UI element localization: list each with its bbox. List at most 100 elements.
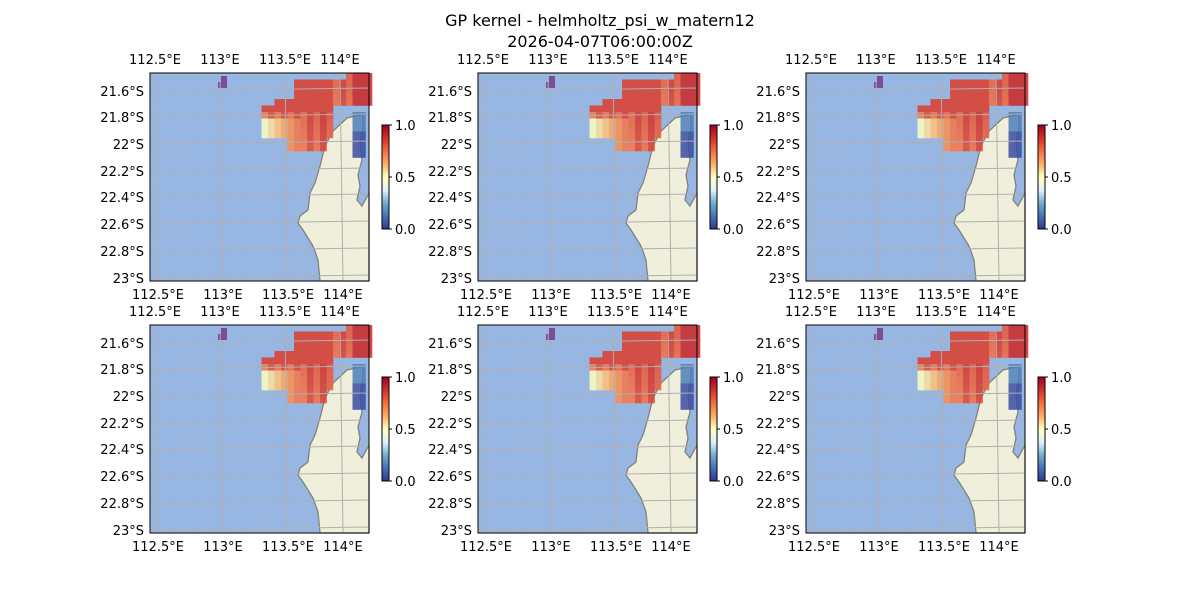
field-cell [268,125,275,132]
field-cell [628,125,636,132]
lon-tick-label-bottom: 112.5°E [132,540,184,555]
field-cell [989,351,996,358]
field-cell [268,118,275,126]
colorbar-tick-label: 0.0 [723,475,744,490]
field-cell [320,92,327,100]
gridline-lat [805,419,1026,424]
lon-tick-label-bottom: 114°E [323,540,363,555]
gridline-lon [810,324,815,534]
gridline-lat [477,113,698,118]
field-cell [268,131,275,139]
field-cell [609,118,616,126]
lon-tick-label-top: 114°E [976,305,1016,320]
field-cell [680,125,688,132]
field-cell [956,99,964,106]
field-cell [359,403,366,410]
field-cell [326,131,334,139]
field-cell [359,396,366,404]
field-cell [596,357,603,365]
field-cell [930,131,938,139]
field-cell [648,79,655,87]
colorbar: 0.0 0.5 1.0 [709,371,744,490]
field-cell [680,118,688,126]
field-cell [648,118,655,126]
field-cell [680,131,688,139]
field-cell [654,99,662,106]
field-cell [359,73,366,80]
field-cell [969,344,977,352]
field-cell [989,331,996,339]
field-cell [313,79,321,87]
field-cell [969,383,977,391]
field-cell [654,344,662,352]
gridline-lat [149,392,370,397]
gridline-lat [477,526,698,531]
field-cell [287,377,295,384]
field-cell [281,105,288,113]
field-cell [333,338,340,345]
field-cell [680,151,688,158]
field-cell [943,105,951,113]
field-cell [287,131,295,139]
field-cell [969,112,977,119]
field-cell [1015,351,1022,358]
field-cell [943,138,951,145]
field-cell [654,357,662,365]
field-cell [628,105,636,113]
field-cell [326,383,334,391]
field-cell [287,105,295,113]
field-cell [976,364,983,371]
field-cell [661,92,668,100]
gridline-lat [149,445,370,450]
field-cell [628,92,636,100]
lon-tick-label-bottom: 113°E [859,540,899,555]
lat-tick-label: 22.4°S [428,191,472,206]
field-cell [661,86,668,93]
field-cell [596,105,603,113]
field-cell [982,357,990,365]
field-cell [648,331,655,339]
field-cell [680,92,688,100]
field-cell [1008,92,1016,100]
field-cell [937,383,944,391]
gridline-lon [940,324,945,534]
field-cell [687,144,694,152]
field-cell [635,144,642,152]
lat-tick-label: 22.2°S [100,165,144,180]
field-cell [326,338,334,345]
land-coastline [953,366,1026,534]
field-cell [982,112,990,119]
field-cell [313,338,321,345]
field-cell [1008,118,1016,126]
field-cell [680,403,688,410]
lat-tick-label: 21.6°S [100,337,144,352]
lon-tick-label-top: 113.5°E [587,305,639,320]
field-cell [320,86,327,93]
field-cell [641,357,649,365]
lon-tick-label-bottom: 112.5°E [788,540,840,555]
field-cell [687,403,694,410]
field-cell [943,377,951,384]
field-cell [287,144,295,152]
field-cell [326,344,334,352]
field-cell [976,131,983,139]
lat-tick-label: 22.8°S [756,497,800,512]
field-cell [1008,112,1016,119]
lat-tick-label: 23°S [113,524,144,539]
field-cell [943,370,951,378]
field-cell [1008,131,1016,139]
field-cell [1015,92,1022,100]
field-cell [300,383,308,391]
gridline-lat [149,419,370,424]
field-cell [359,125,366,132]
field-cell [982,331,990,339]
field-cell [1008,396,1016,404]
field-cell [628,131,636,139]
lon-tick-label-bottom: 113°E [531,540,571,555]
lon-tick-label-bottom: 112.5°E [132,288,184,303]
field-cell [628,86,636,93]
field-cell [917,131,925,139]
gridline-lat [477,365,698,370]
field-cell [687,118,694,126]
field-cell [622,357,629,365]
